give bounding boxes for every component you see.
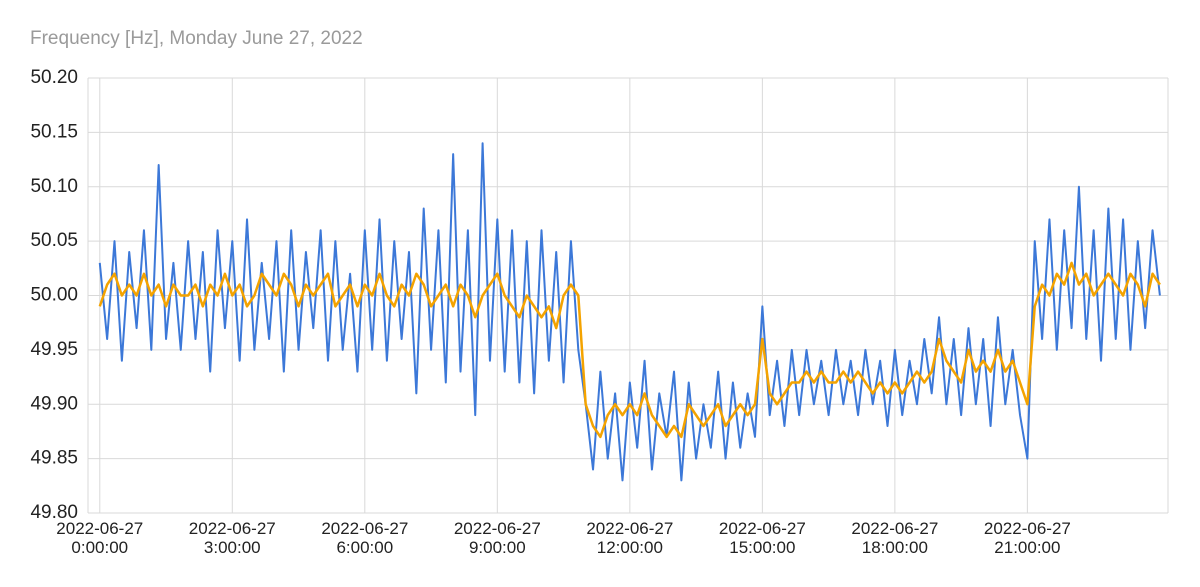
x-tick-label-line: 18:00:00 [862, 538, 928, 557]
x-tick-label-line: 2022-06-27 [189, 519, 276, 538]
x-tick-label: 2022-06-27 9:00:00 [454, 519, 541, 557]
x-tick-label: 2022-06-27 18:00:00 [851, 519, 938, 557]
series-line [98, 261, 1161, 439]
y-tick-label: 50.00 [30, 285, 78, 306]
y-tick-label: 50.05 [30, 230, 78, 251]
x-tick-label-line: 2022-06-27 [851, 519, 938, 538]
x-tick-label: 2022-06-27 15:00:00 [719, 519, 806, 557]
x-tick-label-line: 2022-06-27 [56, 519, 143, 538]
x-tick-label-line: 15:00:00 [729, 538, 795, 557]
x-tick-label: 2022-06-27 12:00:00 [586, 519, 673, 557]
x-tick-label-line: 21:00:00 [994, 538, 1060, 557]
y-tick-label: 49.80 [30, 502, 78, 523]
x-tick-label-line: 12:00:00 [597, 538, 663, 557]
x-tick-label-line: 2022-06-27 [321, 519, 408, 538]
chart-title: Frequency [Hz], Monday June 27, 2022 [30, 28, 363, 49]
x-tick-label: 2022-06-27 0:00:00 [56, 519, 143, 557]
y-tick-label: 50.15 [30, 121, 78, 142]
x-tick-label-line: 3:00:00 [204, 538, 261, 557]
x-tick-label-line: 2022-06-27 [984, 519, 1071, 538]
y-tick-label: 49.95 [30, 339, 78, 360]
y-tick-label: 49.90 [30, 393, 78, 414]
x-tick-label-line: 6:00:00 [336, 538, 393, 557]
x-tick-label-line: 0:00:00 [71, 538, 128, 557]
series-line [98, 142, 1161, 482]
y-tick-label: 50.10 [30, 176, 78, 197]
x-tick-label-line: 2022-06-27 [454, 519, 541, 538]
x-tick-label: 2022-06-27 21:00:00 [984, 519, 1071, 557]
x-tick-label-line: 2022-06-27 [719, 519, 806, 538]
y-tick-label: 49.85 [30, 448, 78, 469]
x-tick-label-line: 2022-06-27 [586, 519, 673, 538]
y-tick-label: 50.20 [30, 67, 78, 88]
x-tick-label: 2022-06-27 6:00:00 [321, 519, 408, 557]
x-tick-label-line: 9:00:00 [469, 538, 526, 557]
x-tick-label: 2022-06-27 3:00:00 [189, 519, 276, 557]
